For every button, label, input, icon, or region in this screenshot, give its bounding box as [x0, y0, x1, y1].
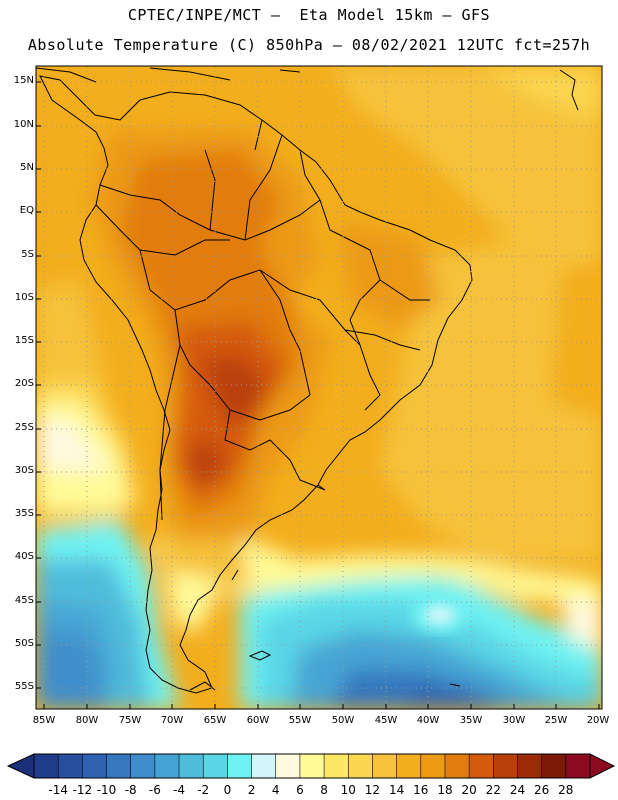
coastline	[36, 67, 579, 694]
colorbar-border	[33, 753, 591, 779]
lat-label: 15S	[14, 335, 34, 346]
colorbar-segment	[469, 754, 494, 778]
colorbar-segment	[444, 754, 470, 778]
lat-label: 15N	[13, 75, 34, 86]
colorbar-segment	[275, 754, 301, 778]
colorbar-segment	[106, 754, 132, 778]
lat-label: EQ	[19, 205, 34, 216]
lon-label: 25W	[544, 715, 568, 726]
colorbar-label: -12	[72, 783, 93, 797]
colorbar-label: 0	[223, 783, 232, 797]
colorbar-segment	[493, 754, 518, 778]
lon-label: 50W	[331, 715, 355, 726]
colorbar-label: -10	[96, 783, 117, 797]
colorbar-over-arrow	[589, 753, 616, 779]
colorbar-label: 12	[364, 783, 381, 797]
lat-label: 30S	[14, 465, 34, 476]
lat-label: 35S	[14, 508, 34, 519]
colorbar-segment	[348, 754, 373, 778]
colorbar-label: 20	[461, 783, 477, 797]
colorbar-segment	[130, 754, 156, 778]
colorbar-segment	[251, 754, 277, 778]
lat-label: 40S	[14, 551, 34, 562]
lat-label: 10S	[14, 292, 34, 303]
colorbar-segment	[179, 754, 204, 778]
lat-label: 55S	[14, 681, 34, 692]
colorbar-label: -6	[148, 783, 161, 797]
colorbar-label: 8	[320, 783, 328, 797]
colorbar-segment	[372, 754, 398, 778]
lon-label: 35W	[459, 715, 483, 726]
colorbar-segment	[203, 754, 228, 778]
colorbar-label: 24	[509, 783, 526, 797]
lat-label: 5S	[21, 249, 34, 260]
colorbar-segment	[565, 754, 591, 778]
lon-label: 60W	[246, 715, 270, 726]
colorbar-segment	[34, 754, 59, 778]
colorbar	[6, 753, 616, 779]
graticule	[36, 66, 602, 709]
title-line-1: CPTEC/INPE/MCT – Eta Model 15km – GFS	[127, 6, 491, 24]
colorbar-label: 2	[247, 783, 256, 797]
ticks	[36, 81, 600, 709]
lon-label: 70W	[160, 715, 184, 726]
lon-label: 40W	[416, 715, 440, 726]
colorbar-segment	[396, 754, 422, 778]
map-frame	[35, 65, 603, 710]
colorbar-segment	[517, 754, 543, 778]
lon-label: 75W	[118, 715, 142, 726]
lon-label: 55W	[288, 715, 312, 726]
colorbar-segment	[541, 754, 567, 778]
colorbar-label: -2	[197, 783, 210, 797]
colorbar-segment	[324, 754, 349, 778]
colorbar-segment	[420, 754, 446, 778]
colorbar-label: -4	[173, 783, 186, 797]
colorbar-segment	[299, 754, 325, 778]
colorbar-label: 28	[558, 783, 574, 797]
lon-label: 85W	[32, 715, 56, 726]
colorbar-label: 18	[437, 783, 453, 797]
colorbar-label: -14	[48, 783, 68, 797]
colorbar-label: 14	[388, 783, 405, 797]
lat-label: 10N	[13, 119, 34, 130]
colorbar-label: 26	[534, 783, 550, 797]
colorbar-segment	[227, 754, 253, 778]
colorbar-segment	[82, 754, 108, 778]
colorbar-under-arrow	[6, 753, 35, 779]
colorbar-segment	[58, 754, 83, 778]
lon-label: 20W	[586, 715, 610, 726]
lon-label: 30W	[502, 715, 526, 726]
lat-label: 5N	[20, 162, 34, 173]
lat-label: 45S	[14, 595, 34, 606]
colorbar-label: 6	[296, 783, 304, 797]
lon-label: 65W	[203, 715, 227, 726]
colorbar-label: 10	[340, 783, 356, 797]
lon-label: 45W	[374, 715, 398, 726]
colorbar-label: 16	[413, 783, 429, 797]
lat-label: 20S	[14, 378, 34, 389]
lat-label: 25S	[14, 422, 34, 433]
lon-label: 80W	[75, 715, 99, 726]
title-line-2: Absolute Temperature (C) 850hPa – 08/02/…	[27, 36, 591, 54]
colorbar-segment	[154, 754, 180, 778]
colorbar-label: 22	[485, 783, 501, 797]
lat-label: 50S	[14, 638, 34, 649]
colorbar-label: -8	[124, 783, 137, 797]
colorbar-label: 4	[271, 783, 280, 797]
